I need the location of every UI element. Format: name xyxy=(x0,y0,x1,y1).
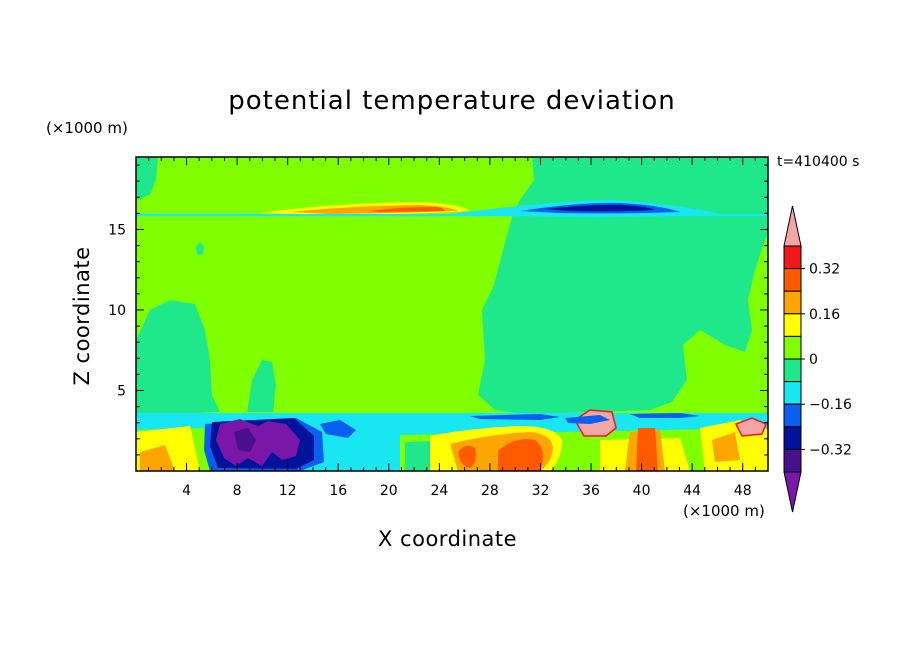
field-low-warm-orange-d xyxy=(712,432,740,462)
colorbar-swatch xyxy=(783,335,802,360)
field-low-warm-red-b xyxy=(458,445,476,468)
chart-title: potential temperature deviation xyxy=(228,86,676,116)
field-negative-spot xyxy=(196,243,204,255)
x-axis-unit: (×1000 m) xyxy=(683,502,765,520)
colorbar-label: 0 xyxy=(809,352,818,368)
field-negative-region-left-top xyxy=(136,157,158,200)
colorbar-swatch xyxy=(783,403,802,428)
field-max-blob-b xyxy=(734,417,767,437)
y-tick-label: 10 xyxy=(108,303,126,319)
contour-field xyxy=(136,157,768,471)
field-negative-region-right xyxy=(478,157,768,414)
x-tick-label: 36 xyxy=(582,483,600,499)
x-tick-label: 20 xyxy=(380,483,398,499)
colorbar-swatch xyxy=(783,268,802,292)
x-tick-label: 16 xyxy=(329,483,347,499)
colorbar-label: 0.32 xyxy=(809,262,840,278)
x-tick-label: 32 xyxy=(532,483,550,499)
x-tick-label: 4 xyxy=(182,483,191,499)
x-tick-label: 40 xyxy=(633,483,651,499)
field-upper-cold-darkblue xyxy=(545,204,655,212)
colorbar-label: 0.16 xyxy=(809,307,840,323)
colorbar-label: −0.16 xyxy=(809,397,852,413)
field-negative-region-left-plume xyxy=(136,300,220,414)
field-cold-deep-cell xyxy=(234,428,256,452)
x-tick-label: 44 xyxy=(683,483,701,499)
field-low-warm-orange-c xyxy=(140,445,175,471)
colorbar-swatch xyxy=(783,358,802,383)
colorbar: 0.32 0.16 0 −0.16 −0.32 xyxy=(783,205,852,513)
y-tick-label: 5 xyxy=(117,383,126,399)
field-cold-blue-mid xyxy=(320,420,356,438)
x-axis-title: X coordinate xyxy=(378,527,518,551)
field-upper-warm-red xyxy=(370,207,445,212)
x-tick-label: 48 xyxy=(734,483,752,499)
field-negative-region-center-plume xyxy=(247,360,276,412)
x-tick-label: 28 xyxy=(481,483,499,499)
field-low-warm-red-a xyxy=(498,439,544,471)
field-cold-min-cell xyxy=(216,419,300,466)
field-cold-blue-right xyxy=(565,415,610,424)
colorbar-swatch xyxy=(783,290,802,315)
y-axis-unit: (×1000 m) xyxy=(46,119,128,137)
colorbar-label: −0.32 xyxy=(809,442,852,458)
colorbar-swatch xyxy=(783,448,802,473)
field-upper-warm-orange xyxy=(290,205,458,214)
field-cold-lowlevel-line-b xyxy=(630,413,700,418)
colorbar-swatch xyxy=(783,426,802,450)
colorbar-max-triangle xyxy=(783,205,802,247)
field-upper-cyan-line xyxy=(136,214,768,217)
colorbar-swatch xyxy=(783,313,802,337)
field-cold-lowlevel-line xyxy=(470,414,560,420)
time-label: t=410400 s xyxy=(777,154,860,170)
colorbar-min-triangle xyxy=(783,471,802,513)
x-tick-label: 12 xyxy=(279,483,297,499)
x-tick-label: 24 xyxy=(430,483,448,499)
colorbar-swatch xyxy=(783,381,802,405)
field-low-warm-red-c xyxy=(636,428,658,471)
x-tick-label: 8 xyxy=(233,483,242,499)
y-tick-label: 15 xyxy=(108,222,126,238)
colorbar-swatch xyxy=(783,245,802,270)
